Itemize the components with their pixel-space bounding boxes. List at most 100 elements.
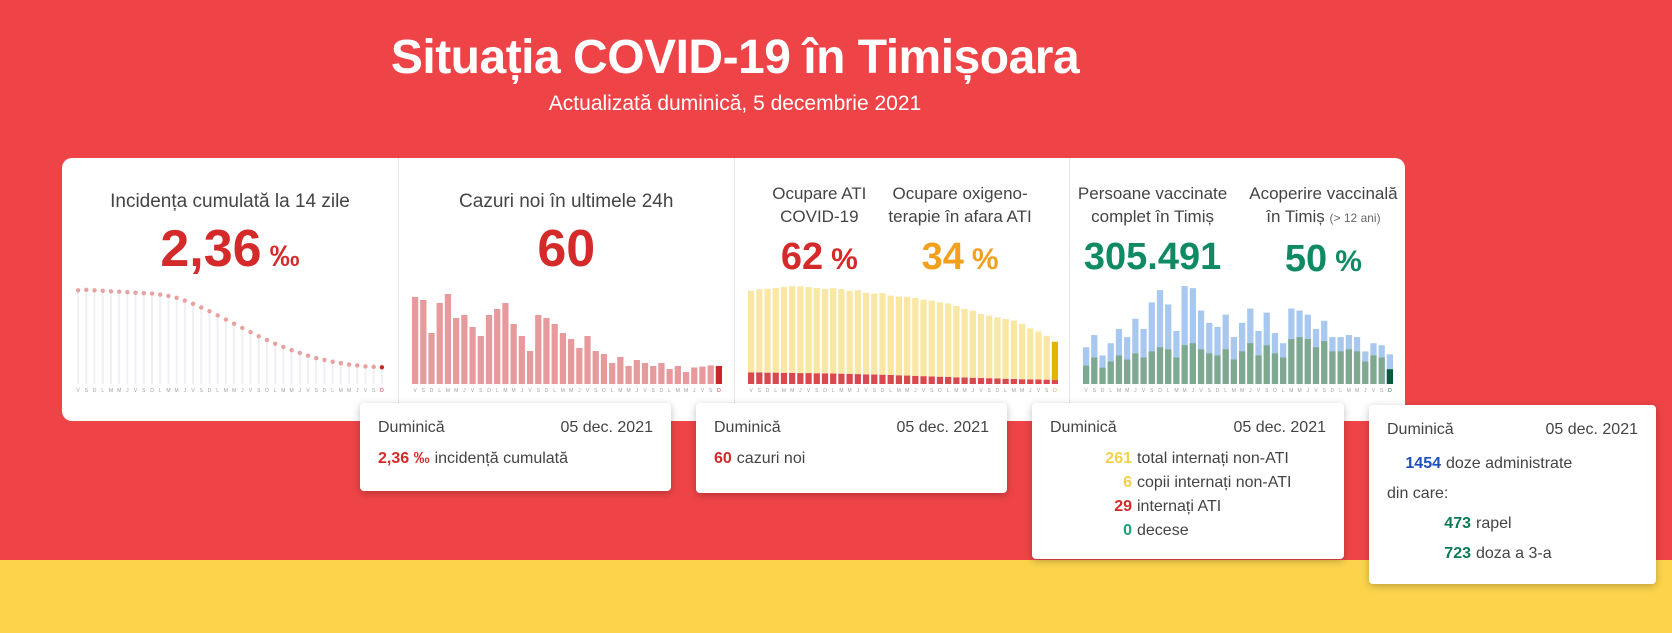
metrics: Cazuri noi în ultimele 24h 60 <box>399 182 734 279</box>
bar <box>526 351 533 384</box>
bar-segment <box>804 373 812 384</box>
x-tick-label: L <box>553 388 556 394</box>
bar-segment <box>796 373 803 384</box>
tooltip-day: Duminică <box>378 419 445 436</box>
bar-segment <box>772 372 779 384</box>
tooltip-row: 723 doza a 3-a <box>1387 539 1638 569</box>
card-column: Incidența cumulată la 14 zile 2,36 ‰ V S D L M M… <box>62 158 398 421</box>
point <box>256 334 261 339</box>
bar-segment <box>944 377 951 384</box>
x-tick-label: S <box>1150 388 1154 394</box>
x-tick-label: D <box>380 388 384 394</box>
bar <box>1116 355 1123 384</box>
bar <box>658 363 665 384</box>
x-tick-label: S <box>1045 388 1049 394</box>
bar-segment <box>977 378 984 384</box>
x-tick-label: J <box>126 388 129 394</box>
bar <box>1189 288 1197 384</box>
bar <box>1263 345 1271 384</box>
x-tick-label: M <box>1011 388 1015 394</box>
x-tick-label: J <box>578 388 581 394</box>
bar <box>1337 351 1345 384</box>
bar <box>1378 357 1386 384</box>
bar-segment <box>936 376 943 384</box>
x-tick-label: V <box>586 388 590 394</box>
bar-segment <box>788 372 795 384</box>
metric-title-line: Ocupare ATI <box>772 184 867 203</box>
tooltip-text: copii internați non-ATI <box>1137 474 1292 491</box>
x-tick-label: L <box>216 388 219 394</box>
bar-segment <box>911 297 918 376</box>
tooltip-text: rapel <box>1476 515 1512 532</box>
bar <box>699 366 706 384</box>
x-tick-label: J <box>241 388 244 394</box>
metric-unit: % <box>1335 245 1362 278</box>
x-tick-label: M <box>347 388 351 394</box>
bar <box>1140 357 1147 384</box>
x-tick-label: V <box>528 388 532 394</box>
x-tick-label: D <box>1273 388 1277 394</box>
bar-segment <box>804 287 812 374</box>
metric-number: 2,36 <box>160 220 262 278</box>
x-tick-label: D <box>1216 388 1220 394</box>
bar-segment <box>854 374 861 384</box>
bar-segment <box>1051 341 1058 380</box>
point <box>240 325 245 331</box>
bar <box>592 351 599 384</box>
bar-segment <box>895 375 902 384</box>
metric-value: 62% <box>772 236 866 279</box>
bar <box>518 336 525 384</box>
point <box>314 355 319 361</box>
bar <box>444 294 451 384</box>
bar-segment <box>1002 319 1009 379</box>
bar <box>1362 361 1369 384</box>
x-tick-label: S <box>1265 388 1269 394</box>
bar-segment <box>1051 379 1058 384</box>
bar-segment <box>1018 379 1025 384</box>
metric-title-line: terapie în afara ATI <box>888 207 1032 226</box>
tooltip-value: 29 <box>1114 498 1132 515</box>
x-tick-label: J <box>1192 388 1195 394</box>
bar-segment <box>1018 323 1025 380</box>
x-tick-label: V <box>701 388 705 394</box>
x-tick-label: M <box>905 388 909 394</box>
bar-segment <box>846 373 853 384</box>
point <box>355 363 360 368</box>
bar <box>1165 304 1172 384</box>
point <box>322 357 327 363</box>
bar-segment <box>919 299 927 377</box>
tooltip-date: 05 dec. 2021 <box>896 419 989 436</box>
x-tick-label: L <box>889 388 892 394</box>
point <box>371 364 376 370</box>
x-tick-label: S <box>1323 388 1327 394</box>
tooltip-row: 0 decese <box>1050 519 1326 543</box>
bar-segment <box>755 289 762 373</box>
x-tick-label: S <box>1380 388 1384 394</box>
metric-title-line: Ocupare oxigeno- <box>892 184 1028 203</box>
metric-value: 2,36 ‰ <box>110 219 350 279</box>
x-tick-label: S <box>536 388 540 394</box>
metrics: Ocupare ATI COVID-19 62% Ocupare oxigeno-te… <box>735 182 1070 279</box>
x-tick-label: S <box>987 388 991 394</box>
x-tick-label: V <box>76 388 80 394</box>
metric-title-line: COVID-19 <box>780 207 859 226</box>
x-tick-label: S <box>709 388 713 394</box>
x-tick-label: J <box>635 388 638 394</box>
bar <box>1132 353 1139 384</box>
bar-segment <box>1026 379 1033 384</box>
bar <box>1231 359 1238 384</box>
x-tick-label: L <box>274 388 277 394</box>
bar <box>1124 359 1131 384</box>
metric: Acoperire vaccinală în Timiș (> 12 ani) 50… <box>1249 182 1397 281</box>
bar <box>1247 343 1254 384</box>
tooltip-date: 05 dec. 2021 <box>560 419 653 436</box>
bar-segment <box>772 288 779 373</box>
x-tick-label: J <box>914 388 917 394</box>
x-tick-label: D <box>150 388 154 394</box>
tooltip-value: 0 <box>1123 522 1132 539</box>
bar <box>567 339 574 384</box>
metric: Cazuri noi în ultimele 24h 60 <box>459 182 673 279</box>
point <box>272 341 278 346</box>
